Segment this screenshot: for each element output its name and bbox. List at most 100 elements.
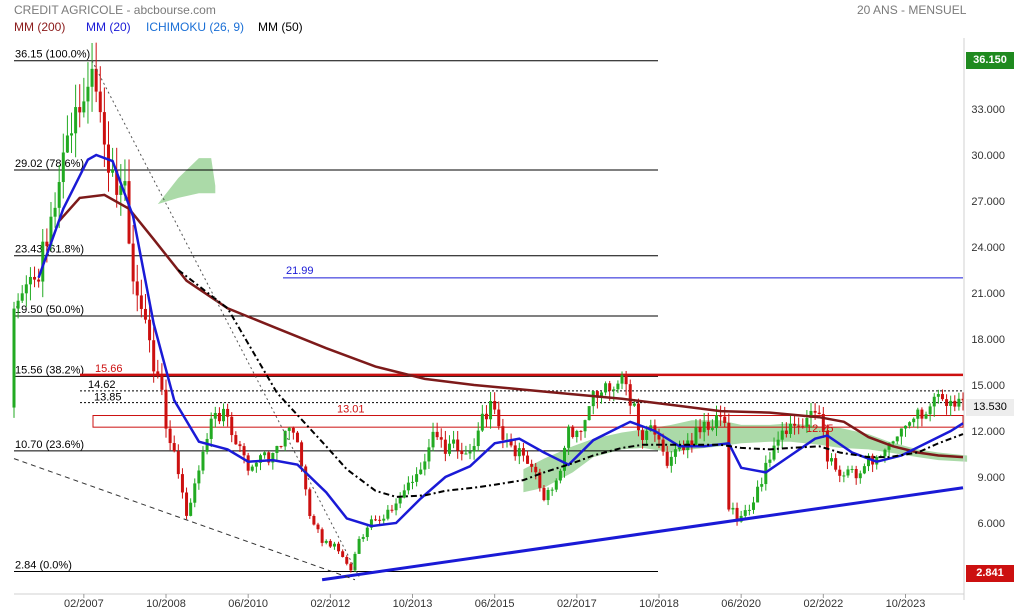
candle [768,452,772,468]
legend-mm200[interactable]: MM (200) [14,20,66,34]
candle [382,514,386,526]
candle [526,450,530,464]
candle [283,430,287,452]
candle [61,133,65,199]
last-price-box: 13.530 [966,399,1014,416]
candle [501,418,505,449]
fib-label-3: 19.50 (50.0%) [15,304,84,316]
candle [587,406,591,421]
candle [583,419,587,438]
candle [805,410,809,433]
candle [378,515,382,525]
candle [324,539,328,545]
candle [719,405,723,427]
candle [517,442,521,465]
fib-label-5: 10.70 (23.6%) [15,439,84,451]
candle [546,487,550,506]
candle [439,428,443,448]
legend-ichimoku[interactable]: ICHIMOKU (26, 9) [146,20,245,34]
candle [410,475,414,490]
candle [538,468,542,492]
y-tick-label-3: 24.000 [971,242,1005,254]
candle [406,476,410,495]
candle [102,87,106,167]
annotation-label-3: 13.01 [337,404,365,416]
high-price-box: 36.150 [966,52,1014,69]
fib-label-6: 2.84 (0.0%) [15,559,72,571]
candle [37,268,41,288]
y-tick-label-1: 30.000 [971,150,1005,162]
candle [185,487,189,520]
candle [295,431,299,443]
candle [571,425,575,439]
candle [94,42,98,103]
candle [468,443,472,460]
candle [20,285,24,304]
candle [476,422,480,452]
fib-label-4: 15.56 (38.2%) [15,364,84,376]
candle [480,404,484,432]
annotation-label-4: 12.25 [806,423,834,435]
candle [119,164,123,216]
candle [86,62,90,124]
candle [230,412,234,443]
candle [193,478,197,508]
candle [143,294,147,324]
candle [201,446,205,475]
candle [628,379,632,415]
candle [690,432,694,453]
candle [801,418,805,429]
candle [135,264,139,312]
candle [821,406,825,438]
candle [369,515,373,531]
candle [558,468,562,484]
y-tick-label-0: 33.000 [971,104,1005,116]
candle [961,392,965,411]
x-tick-label-6: 02/2017 [557,598,597,610]
candle [357,536,361,555]
annotation-label-0: 15.66 [95,363,123,375]
x-tick-label-9: 02/2022 [803,598,843,610]
annotation-label-5: 21.99 [286,265,314,277]
candle [349,562,353,573]
annotation-label-1: 14.62 [88,379,116,391]
y-tick-label-6: 15.000 [971,380,1005,392]
candle [484,405,488,428]
candle [70,112,74,154]
candle [727,413,731,512]
candle [419,462,423,475]
fib-label-1: 29.02 (78.6%) [15,158,84,170]
legend-mm20[interactable]: MM (20) [86,20,131,34]
candle [858,470,862,484]
candle [180,468,184,499]
candle [139,279,143,318]
candle [443,430,447,462]
candle [217,407,221,425]
candle [279,445,283,449]
candle [620,371,624,390]
candle [673,442,677,465]
chart-title: CREDIT AGRICOLE - abcbourse.com [14,3,216,17]
candle [337,541,341,555]
candle [78,84,82,128]
candle [751,496,755,514]
candle [254,461,258,473]
candle [899,428,903,445]
candle [521,442,525,462]
candle [287,426,291,441]
series-line-1 [37,153,964,528]
candle [542,485,546,502]
ichimoku-cloud-1 [523,420,968,493]
y-tick-label-2: 27.000 [971,196,1005,208]
candle [16,293,20,319]
candle [402,484,406,499]
candle [472,438,476,460]
candle [595,390,599,409]
candle [65,115,69,153]
candle [386,505,390,521]
legend-mm50[interactable]: MM (50) [258,20,303,34]
candle [957,392,961,411]
candle [493,392,497,415]
candle [172,435,176,453]
candle [353,551,357,573]
